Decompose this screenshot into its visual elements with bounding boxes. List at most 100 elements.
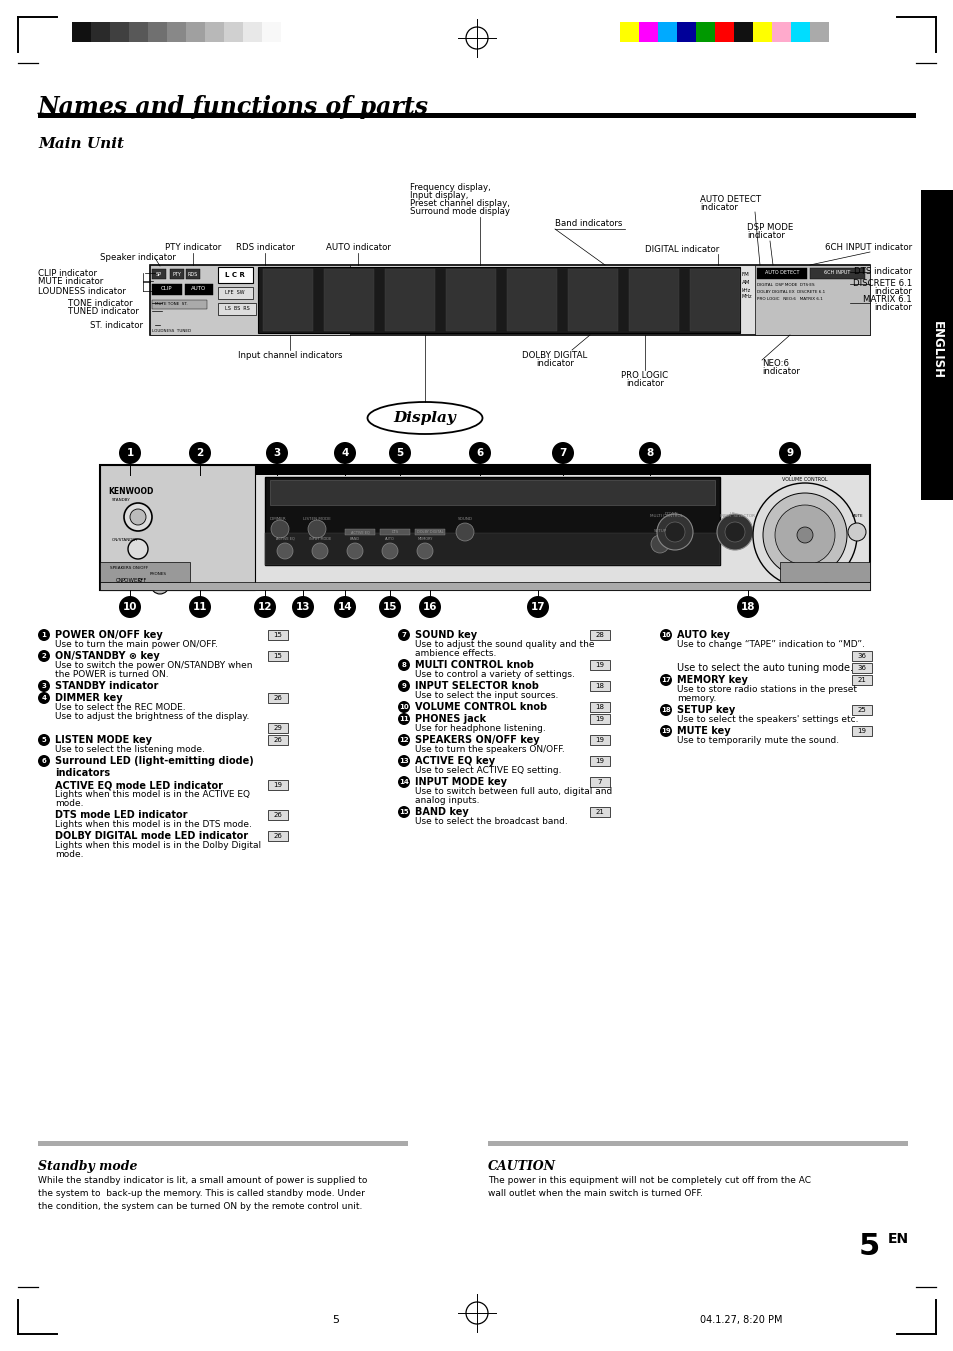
Circle shape bbox=[38, 755, 50, 767]
Circle shape bbox=[650, 535, 668, 553]
Text: LS  BS  RS: LS BS RS bbox=[224, 307, 249, 312]
Text: MHz: MHz bbox=[741, 293, 752, 299]
Bar bbox=[100, 582, 869, 590]
Text: DSP MODE: DSP MODE bbox=[746, 223, 793, 232]
Text: AUTO: AUTO bbox=[192, 286, 207, 292]
Circle shape bbox=[130, 509, 146, 526]
Text: DTS indicator: DTS indicator bbox=[853, 266, 911, 276]
Text: 18: 18 bbox=[660, 707, 670, 713]
Text: ON: ON bbox=[116, 578, 124, 584]
Bar bbox=[589, 777, 609, 788]
Text: DIGITAL indicator: DIGITAL indicator bbox=[644, 246, 719, 254]
Text: DTS mode LED indicator: DTS mode LED indicator bbox=[55, 811, 188, 820]
Bar bbox=[714, 22, 733, 42]
Text: 9: 9 bbox=[401, 684, 406, 689]
Circle shape bbox=[416, 543, 433, 559]
Bar bbox=[628, 269, 679, 331]
Text: SOUND: SOUND bbox=[457, 517, 472, 521]
Circle shape bbox=[397, 734, 410, 746]
Text: 17: 17 bbox=[660, 677, 670, 684]
Bar bbox=[446, 269, 496, 331]
Text: ACTIVE EQ key: ACTIVE EQ key bbox=[415, 757, 495, 766]
Text: DOLBY DIGITAL: DOLBY DIGITAL bbox=[522, 350, 587, 359]
Bar bbox=[268, 831, 288, 842]
Bar bbox=[38, 1142, 408, 1146]
Text: MATRIX 6.1: MATRIX 6.1 bbox=[862, 295, 911, 304]
Text: 12: 12 bbox=[398, 738, 409, 743]
Circle shape bbox=[397, 680, 410, 692]
Text: ACTIVE EQ mode LED indicator: ACTIVE EQ mode LED indicator bbox=[55, 780, 223, 790]
Bar bbox=[754, 265, 869, 335]
Bar bbox=[379, 530, 410, 535]
Text: PHONES jack: PHONES jack bbox=[415, 713, 486, 724]
Circle shape bbox=[38, 692, 50, 704]
Circle shape bbox=[762, 493, 846, 577]
Bar bbox=[677, 22, 696, 42]
Text: Input display,: Input display, bbox=[410, 192, 468, 200]
Circle shape bbox=[389, 442, 411, 463]
Text: INPUT MODE: INPUT MODE bbox=[309, 536, 331, 540]
Text: 21: 21 bbox=[857, 677, 865, 684]
Text: RDS: RDS bbox=[188, 272, 198, 277]
Text: 10: 10 bbox=[123, 603, 137, 612]
Text: DTS: DTS bbox=[391, 530, 398, 534]
Circle shape bbox=[796, 527, 812, 543]
Text: DIGITAL  DSP MODE  DTS·ES: DIGITAL DSP MODE DTS·ES bbox=[757, 282, 814, 286]
Text: Use for headphone listening.: Use for headphone listening. bbox=[415, 724, 545, 734]
Circle shape bbox=[189, 596, 211, 617]
Circle shape bbox=[381, 543, 397, 559]
Text: LFE  SW: LFE SW bbox=[225, 290, 245, 296]
Text: MULTI CONTROL: MULTI CONTROL bbox=[649, 513, 682, 517]
Text: POWER: POWER bbox=[122, 577, 142, 582]
Text: 19: 19 bbox=[595, 758, 604, 765]
Text: 3: 3 bbox=[42, 684, 47, 689]
Text: MUTE: MUTE bbox=[850, 513, 862, 517]
Bar bbox=[167, 22, 186, 42]
Bar bbox=[268, 693, 288, 703]
Text: 5: 5 bbox=[858, 1232, 879, 1260]
Bar bbox=[589, 735, 609, 744]
Text: EN: EN bbox=[887, 1232, 908, 1246]
Text: 12: 12 bbox=[257, 603, 272, 612]
Text: 7: 7 bbox=[401, 632, 406, 638]
Circle shape bbox=[397, 713, 410, 725]
Text: DIMMER key: DIMMER key bbox=[55, 693, 123, 703]
Text: Use to switch the power ON/STANDBY when: Use to switch the power ON/STANDBY when bbox=[55, 661, 253, 670]
Circle shape bbox=[397, 755, 410, 767]
Text: Lights when this model is in the ACTIVE EQ: Lights when this model is in the ACTIVE … bbox=[55, 790, 250, 798]
Circle shape bbox=[774, 505, 834, 565]
Text: Use to turn the speakers ON/OFF.: Use to turn the speakers ON/OFF. bbox=[415, 744, 564, 754]
Text: 14: 14 bbox=[398, 780, 409, 785]
Text: Display: Display bbox=[394, 411, 456, 426]
Text: 29: 29 bbox=[274, 725, 282, 731]
Bar bbox=[589, 807, 609, 817]
Bar bbox=[589, 703, 609, 712]
Bar bbox=[696, 22, 714, 42]
Text: RDS indicator: RDS indicator bbox=[235, 243, 294, 253]
Circle shape bbox=[128, 539, 148, 559]
Text: ST. indicator: ST. indicator bbox=[90, 320, 143, 330]
Bar bbox=[218, 267, 253, 282]
Text: CAUTION: CAUTION bbox=[488, 1161, 556, 1173]
Text: PTY indicator: PTY indicator bbox=[165, 243, 221, 253]
Bar bbox=[851, 705, 871, 715]
Circle shape bbox=[659, 630, 671, 640]
Bar bbox=[100, 465, 869, 476]
Circle shape bbox=[38, 680, 50, 692]
Circle shape bbox=[552, 442, 574, 463]
Text: Use to control a variety of settings.: Use to control a variety of settings. bbox=[415, 670, 575, 680]
Text: Use to select the listening mode.: Use to select the listening mode. bbox=[55, 744, 205, 754]
Text: ACTIVE EQ: ACTIVE EQ bbox=[351, 530, 369, 534]
Circle shape bbox=[347, 543, 363, 559]
Circle shape bbox=[526, 596, 548, 617]
Text: VOLUME CONTROL knob: VOLUME CONTROL knob bbox=[415, 703, 547, 712]
Bar bbox=[100, 562, 190, 582]
Bar bbox=[265, 477, 720, 565]
Text: 8: 8 bbox=[401, 662, 406, 667]
Bar bbox=[920, 190, 953, 500]
Text: Use to select the broadcast band.: Use to select the broadcast band. bbox=[415, 817, 567, 825]
Text: 04.1.27, 8:20 PM: 04.1.27, 8:20 PM bbox=[700, 1315, 781, 1325]
Text: NEO:6: NEO:6 bbox=[761, 358, 788, 367]
Text: KENWOOD: KENWOOD bbox=[108, 486, 153, 496]
Circle shape bbox=[752, 484, 856, 586]
